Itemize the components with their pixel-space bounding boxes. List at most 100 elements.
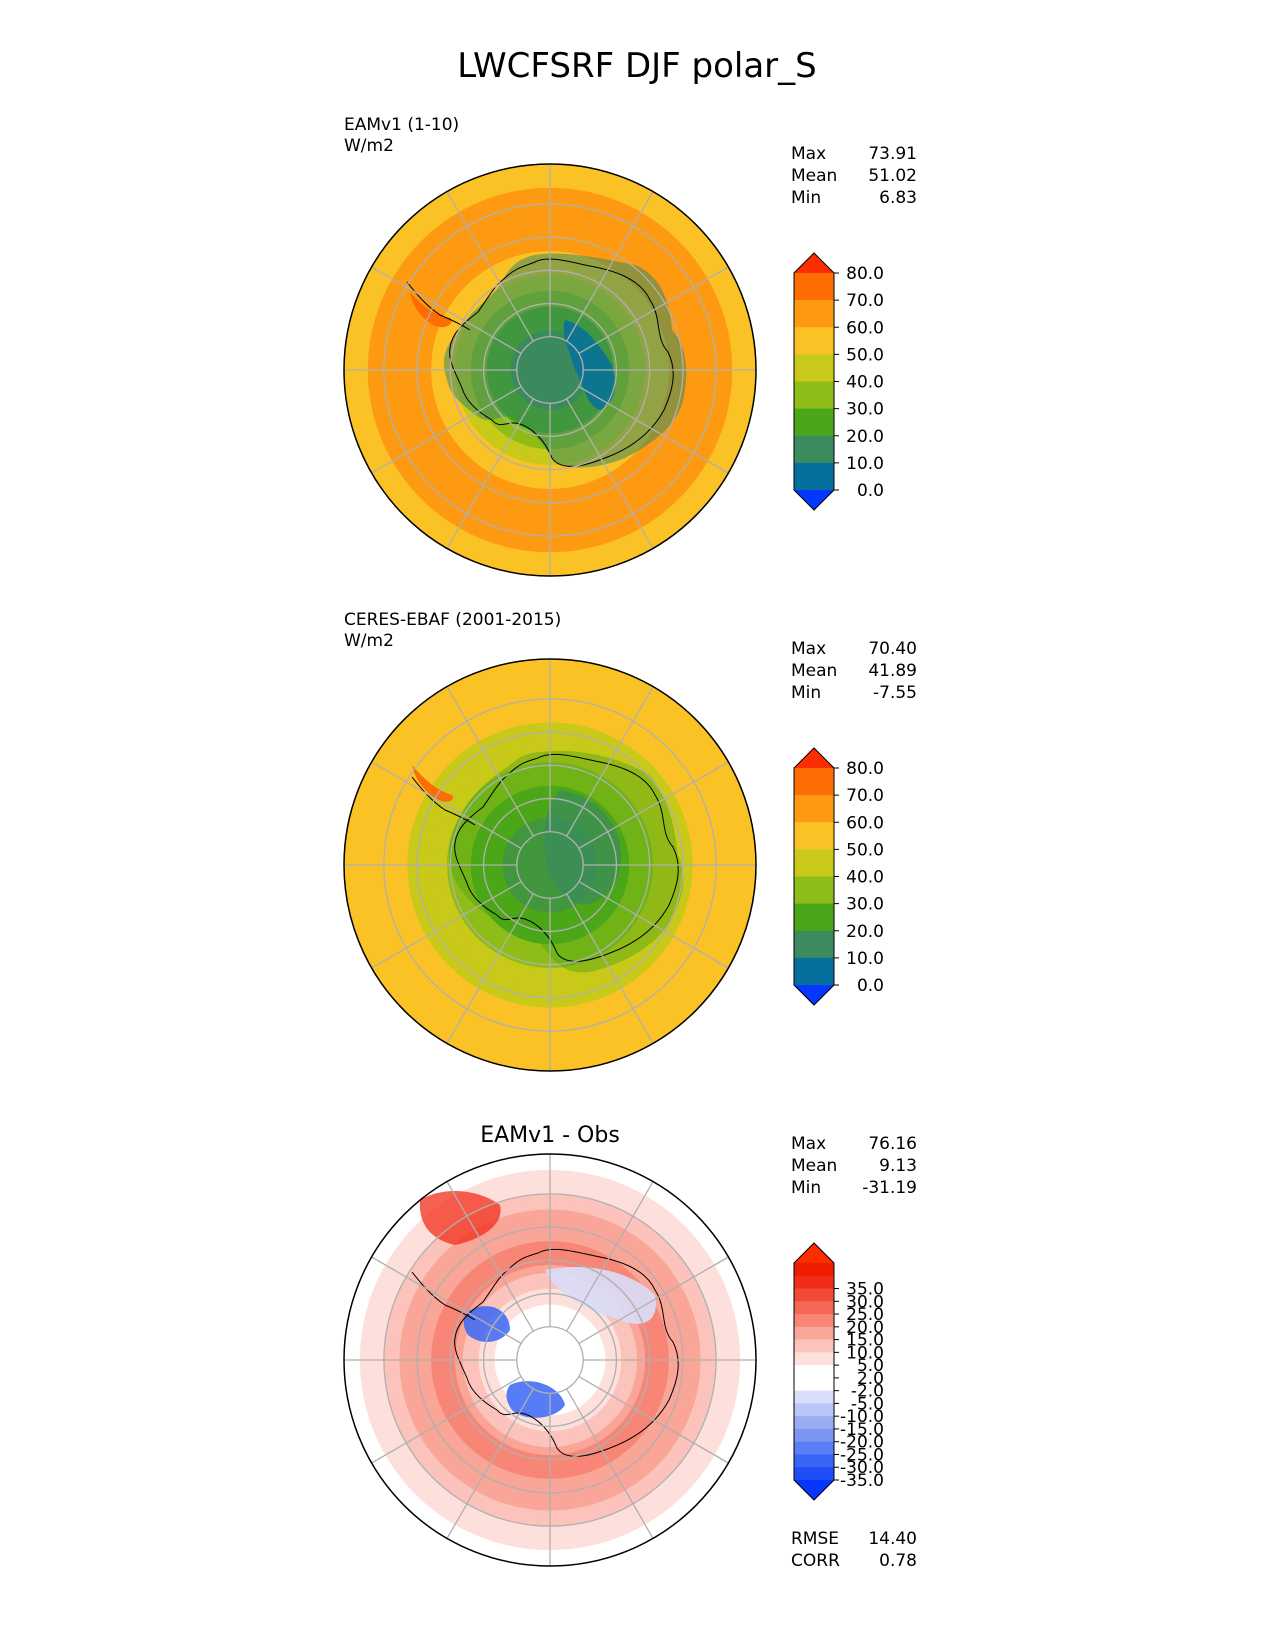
graticule-meridian: [446, 398, 534, 549]
colorbar-segment: [794, 435, 834, 464]
panel-obs-coastline: [454, 753, 679, 962]
colorbar-tick-label: 0.0: [857, 481, 884, 501]
panel-diff-weak-low: [360, 1181, 410, 1207]
panel-diff-graticule: [344, 1154, 756, 1566]
graticule-meridian: [578, 266, 729, 354]
stat-value: 70.40: [868, 639, 917, 659]
panel-obs-map: [344, 659, 756, 1071]
colorbar-segment: [794, 1441, 834, 1455]
stat-label: Min: [791, 683, 821, 703]
colorbar-tick-label: 40.0: [846, 868, 884, 888]
panel-diff-peninsula-coast: [411, 1271, 476, 1321]
graticule-meridian: [371, 1256, 522, 1344]
colorbar-segment: [794, 1403, 834, 1417]
colorbar-segment: [794, 876, 834, 905]
colorbar-segment: [794, 822, 834, 850]
colorbar-tick-label: 50.0: [846, 840, 884, 860]
graticule-meridian: [446, 686, 534, 837]
panel-obs-stats: Max Mean Min 70.40 41.89 -7.55: [791, 639, 917, 703]
graticule-meridian: [371, 761, 522, 849]
panel-diff-colorbar: -35.0-30.0-25.0-20.0-15.0-10.0-5.0-2.02.…: [793, 1242, 884, 1501]
panel-model-colorbar: 0.0 10.0 20.0 30.0 40.0 50.0 60.0 70.0 80.0: [793, 252, 884, 511]
stat-value: 51.02: [868, 166, 917, 186]
graticule-meridian: [446, 893, 534, 1044]
panel-obs-peninsula-high: [412, 765, 454, 802]
colorbar-segment: [794, 957, 834, 986]
colorbar-tick-label: 20.0: [846, 922, 884, 942]
graticule-meridian: [578, 1256, 729, 1344]
stat-value: 9.13: [879, 1156, 917, 1176]
panel-obs-border: [343, 658, 757, 1072]
colorbar-extend-min: [794, 490, 834, 510]
colorbar-tick-label: -2.0: [851, 1382, 884, 1402]
colorbar-tick-label: -35.0: [840, 1471, 884, 1491]
graticule-meridian: [371, 881, 522, 969]
stat-label: Min: [791, 1178, 821, 1198]
colorbar-tick-label: 2.0: [857, 1369, 884, 1389]
colorbar-tick-label: 15.0: [846, 1331, 884, 1351]
colorbar-segment: [794, 408, 834, 437]
panel-diff-coastline: [454, 1248, 679, 1457]
colorbar-extend-max: [794, 748, 834, 768]
colorbar-segment: [794, 1390, 834, 1404]
metric-label: CORR: [791, 1551, 840, 1571]
stat-label: Max: [791, 639, 826, 659]
colorbar-tick-label: 60.0: [846, 813, 884, 833]
stat-label: Max: [791, 144, 826, 164]
colorbar-tick-label: 35.0: [846, 1280, 884, 1300]
panel-diff-high-patch: [419, 1190, 501, 1245]
figure-title: LWCFSRF DJF polar_S: [457, 46, 817, 86]
colorbar-tick-label: 10.0: [846, 949, 884, 969]
colorbar-tick-label: 80.0: [846, 264, 884, 284]
graticule-meridian: [566, 1181, 654, 1332]
graticule-meridian: [371, 266, 522, 354]
colorbar-tick-label: 30.0: [846, 400, 884, 420]
graticule-meridian: [578, 761, 729, 849]
colorbar-segment: [794, 903, 834, 932]
colorbar-segment: [794, 1326, 834, 1341]
panel-obs-units: W/m2: [344, 631, 394, 651]
panel-model-peninsula-high: [410, 292, 452, 328]
colorbar-tick-label: 60.0: [846, 318, 884, 338]
graticule-meridian: [446, 1388, 534, 1539]
colorbar-segment: [794, 1428, 834, 1443]
colorbar-tick-label: 70.0: [846, 786, 884, 806]
stat-value: 6.83: [879, 188, 917, 208]
field-ring: [549, 1359, 551, 1361]
graticule-meridian: [371, 386, 522, 474]
metric-label: RMSE: [791, 1529, 839, 1549]
colorbar-tick-label: 20.0: [846, 427, 884, 447]
colorbar-segment: [794, 1314, 834, 1328]
colorbar-tick-label: 30.0: [846, 895, 884, 915]
colorbar-tick-label: 20.0: [846, 1318, 884, 1338]
panel-diff-weak-low: [545, 1267, 656, 1324]
metric-value: 14.40: [868, 1529, 917, 1549]
panel-model-units: W/m2: [344, 136, 394, 156]
panel-obs-graticule: [344, 659, 756, 1071]
colorbar-tick-label: 10.0: [846, 454, 884, 474]
graticule-meridian: [566, 1388, 654, 1539]
colorbar-extend-max: [794, 253, 834, 273]
panel-diff: EAMv1 - Obs Max Mean Min 76.16 9.13 -31.…: [343, 1123, 917, 1571]
panel-model-map: [344, 164, 756, 576]
stat-label: Max: [791, 1134, 826, 1154]
graticule-meridian: [371, 1376, 522, 1464]
stat-label: Mean: [791, 661, 837, 681]
metric-value: 0.78: [879, 1551, 917, 1571]
colorbar-tick-label: 30.0: [846, 1292, 884, 1312]
colorbar-segment: [794, 1275, 834, 1290]
colorbar-segment: [794, 849, 834, 877]
colorbar-segment: [794, 768, 834, 796]
colorbar-tick-label: -25.0: [840, 1445, 884, 1465]
graticule-meridian: [446, 191, 534, 342]
colorbar-extend-max: [794, 1243, 834, 1263]
colorbar-tick-label: 5.0: [857, 1356, 884, 1376]
colorbar-extend-min: [794, 1480, 834, 1500]
colorbar-tick-label: -15.0: [840, 1420, 884, 1440]
colorbar-tick-label: -30.0: [840, 1458, 884, 1478]
stat-value: -7.55: [873, 683, 917, 703]
graticule-meridian: [566, 893, 654, 1044]
panel-model: EAMv1 (1-10) W/m2 Max Mean Min 73.91 51.…: [343, 115, 917, 577]
panel-diff-title: EAMv1 - Obs: [480, 1123, 620, 1148]
